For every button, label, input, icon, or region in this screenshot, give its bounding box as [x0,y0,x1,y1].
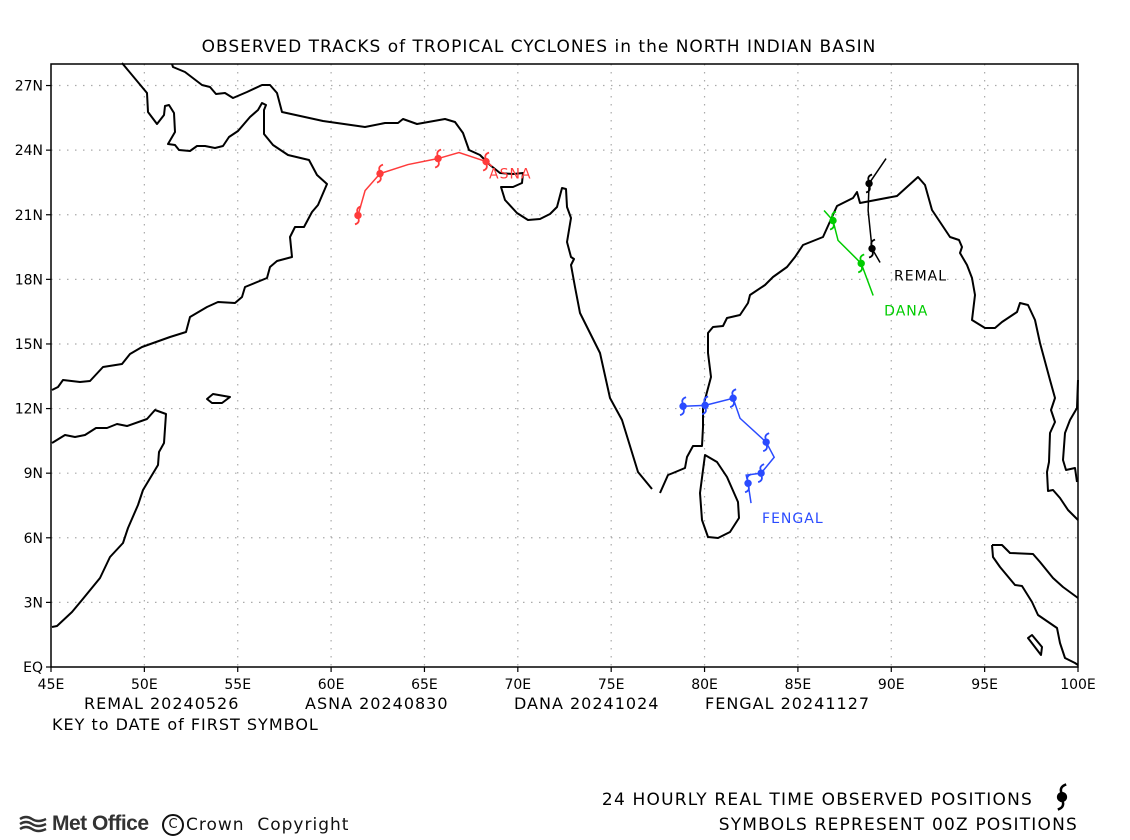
lon-tick-label: 45E [38,677,65,693]
legend-cyclone-symbol-icon [1056,783,1068,811]
graticule [51,64,1078,667]
lon-tick-label: 85E [785,677,812,693]
cyclone-symbol-icon [433,148,443,169]
lon-tick-label: 55E [224,677,251,693]
cyclone-symbol-icon [743,473,753,494]
coastlines [51,62,1079,666]
coastline-africa [51,409,167,628]
lat-tick-label: EQ [23,660,43,676]
track-line [683,397,776,504]
track-asna: ASNA [353,148,532,226]
cyclone-symbol-icon [867,238,877,259]
track-remal: REMAL [864,158,947,285]
cyclone-symbol-icon [375,163,385,184]
lon-tick-label: 95E [971,677,998,693]
coastline-socotra [206,393,231,404]
lat-tick-label: 21N [15,208,43,224]
coastline-sri-lanka [699,454,740,539]
lon-tick-label: 90E [878,677,905,693]
lon-tick-label: 50E [131,677,158,693]
lat-tick-label: 6N [24,531,43,547]
copyright-notice: C Crown Copyright [162,814,349,836]
lon-tick-label: 65E [411,677,438,693]
lat-tick-label: 15N [15,337,43,353]
key-entry-dana: DANA 20241024 [514,694,660,713]
lon-tick-label: 80E [691,677,718,693]
track-label: DANA [884,304,928,320]
key-entry-asna: ASNA 20240830 [305,694,449,713]
cyclone-symbol-icon [762,432,771,453]
track-label: FENGAL [762,511,824,527]
lat-tick-label: 18N [15,272,43,288]
track-line [357,151,493,216]
lon-tick-label: 70E [504,677,531,693]
cyclone-symbol-icon [757,463,766,484]
lon-tick-label: 75E [598,677,625,693]
coastline-sumatra [991,544,1079,666]
met-office-logo-text: Met Office [52,812,149,835]
key-caption: KEY to DATE of FIRST SYMBOL [52,715,319,734]
axis-labels: 45E 50E 55E 60E 65E 70E 75E 80E 85E 90E 95E 100E EQ 3… [15,79,1096,693]
footer-line-2: SYMBOLS REPRESENT 00Z POSITIONS [718,815,1078,835]
cyclone-tracks: REMAL ASNA DANA FENGAL [353,148,947,527]
lat-tick-label: 9N [24,466,43,482]
key-entry-remal: REMAL 20240526 [84,694,240,713]
lon-tick-label: 100E [1060,677,1096,693]
met-office-waves-icon [19,815,47,833]
lat-tick-label: 12N [15,402,43,418]
lat-tick-label: 3N [24,595,43,611]
track-line [823,209,874,296]
coastline-island [1027,634,1043,656]
coastline-india-east [659,176,1079,521]
cyclone-symbol-icon [678,396,688,417]
map-frame [50,63,1079,668]
key-entry-fengal: FENGAL 20241127 [705,694,871,713]
lat-tick-label: 24N [15,143,43,159]
cyclone-symbol-icon [864,173,874,194]
footer-line-1: 24 HOURLY REAL TIME OBSERVED POSITIONS [601,790,1033,810]
lon-tick-label: 60E [318,677,345,693]
coastline-malaysia [992,544,1079,599]
coastline-iran-pakistan-india [171,63,653,490]
map-title: OBSERVED TRACKS of TROPICAL CYCLONES in … [201,37,877,57]
lat-tick-label: 27N [15,79,43,95]
track-label: ASNA [489,166,532,182]
track-label: REMAL [894,269,947,285]
copyright-icon: C [162,814,184,836]
coastline-iran-north-gulf [51,62,328,391]
coastline-thailand [1062,379,1079,483]
track-line [867,158,887,263]
track-dana: DANA [823,209,928,320]
copyright-text: Crown Copyright [186,815,350,835]
met-office-logo: Met Office [18,812,149,836]
track-fengal: FENGAL [678,388,824,527]
